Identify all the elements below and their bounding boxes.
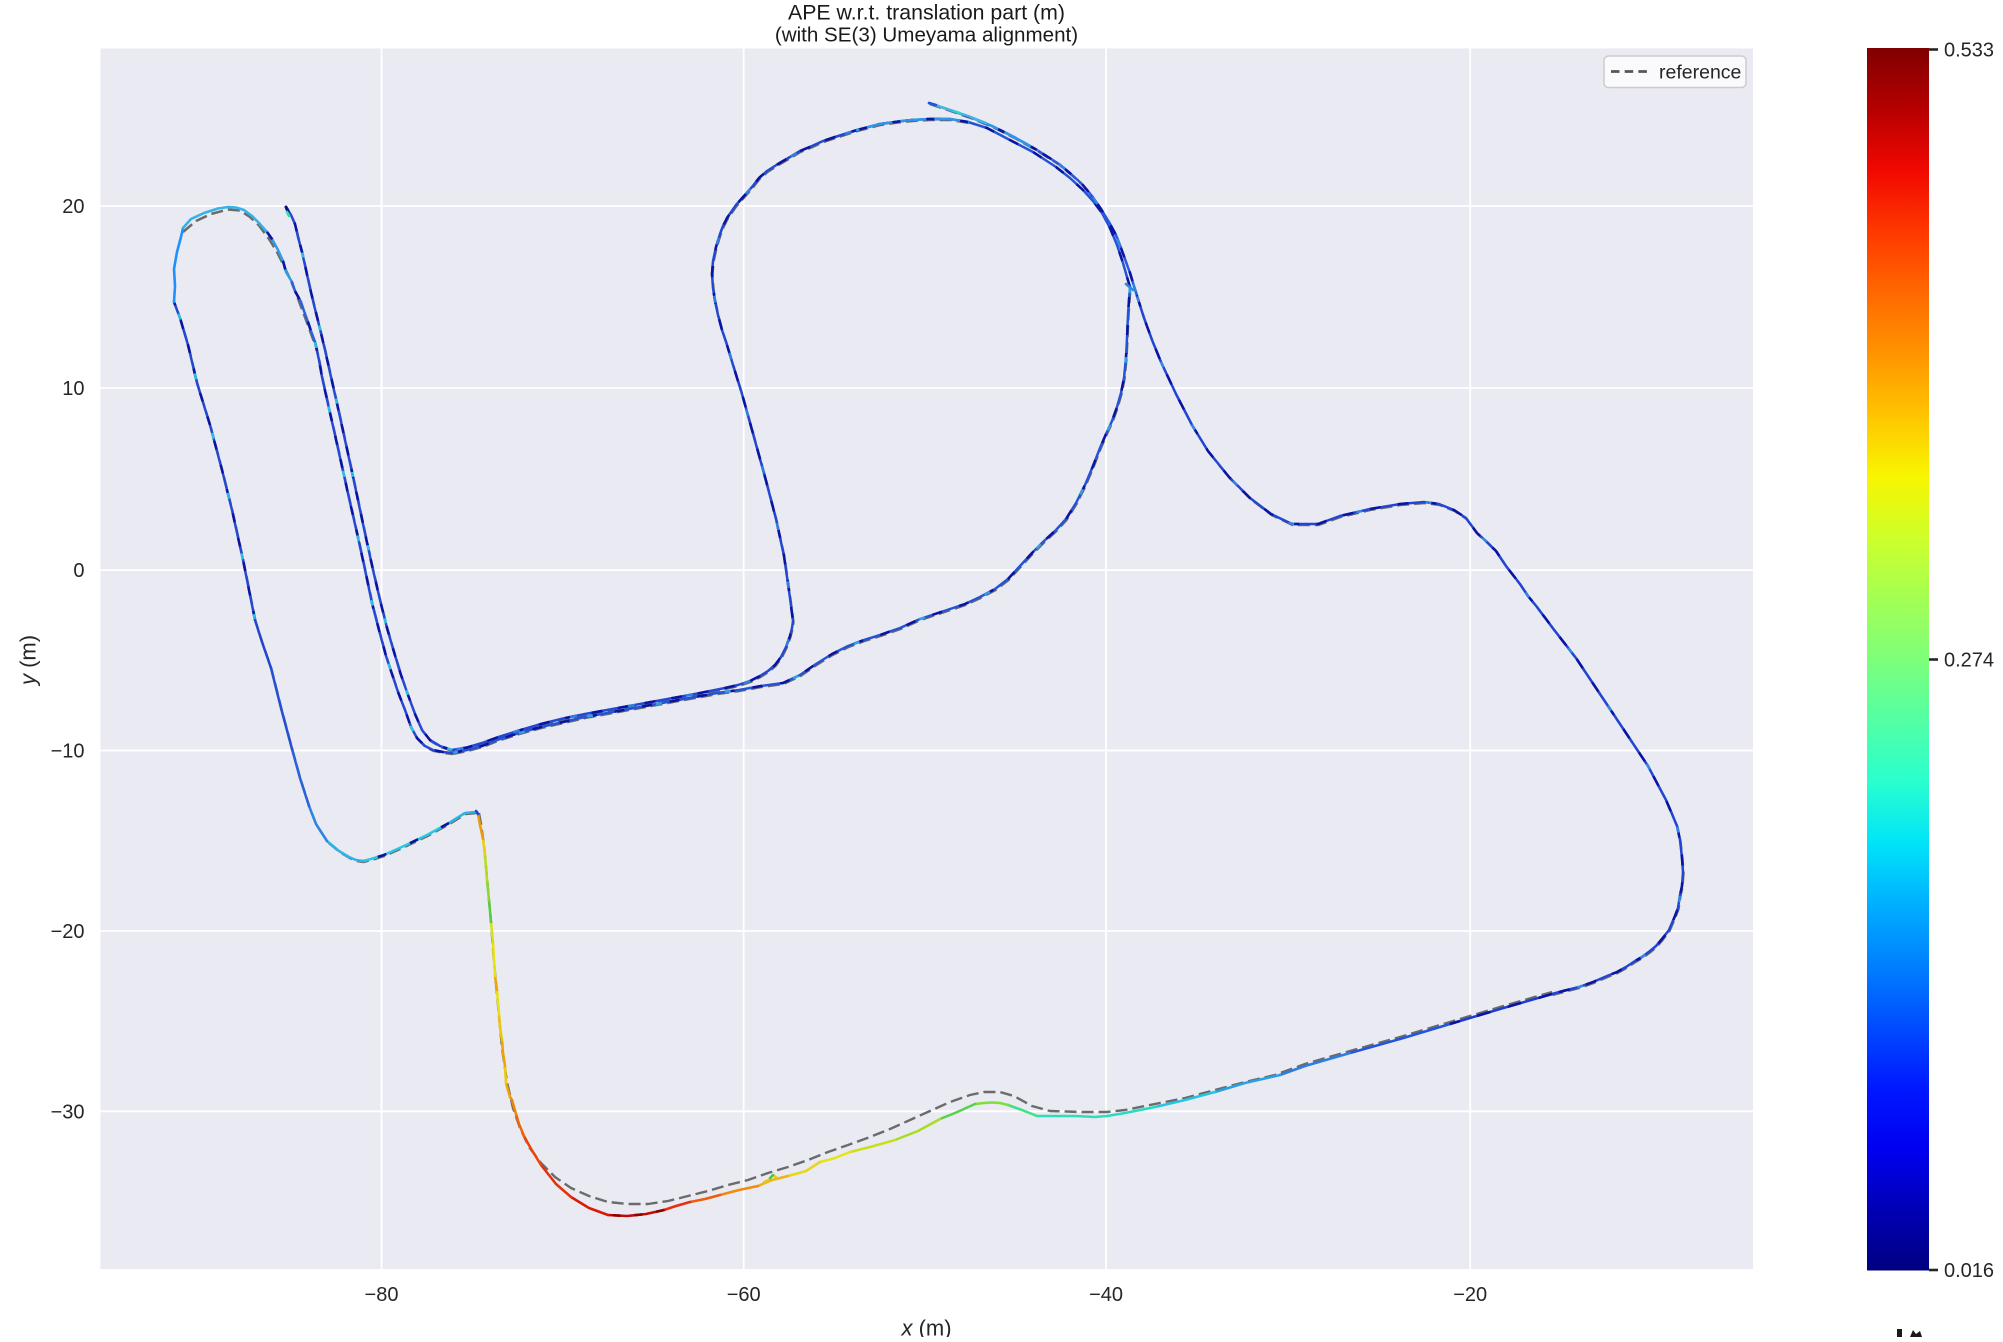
svg-text:y (m): y (m) — [16, 635, 41, 687]
svg-text:−80: −80 — [365, 1284, 399, 1306]
svg-text:0.016: 0.016 — [1944, 1260, 1994, 1282]
svg-text:−40: −40 — [1089, 1284, 1123, 1306]
svg-text:−20: −20 — [51, 921, 85, 943]
svg-text:20: 20 — [62, 196, 84, 218]
svg-text:10: 10 — [62, 378, 84, 400]
svg-text:APE w.r.t. translation part (m: APE w.r.t. translation part (m) — [788, 1, 1065, 25]
svg-text:reference: reference — [1659, 62, 1741, 84]
svg-text:−60: −60 — [727, 1284, 761, 1306]
svg-text:−20: −20 — [1453, 1284, 1487, 1306]
svg-text:(with SE(3) Umeyama alignment): (with SE(3) Umeyama alignment) — [775, 24, 1078, 47]
svg-text:x (m): x (m) — [900, 1316, 951, 1338]
svg-text:−30: −30 — [51, 1101, 85, 1123]
svg-text:−10: −10 — [51, 741, 85, 763]
svg-text:0.533: 0.533 — [1944, 40, 1994, 62]
svg-text:0: 0 — [73, 560, 84, 582]
svg-text:0.274: 0.274 — [1944, 650, 1994, 672]
